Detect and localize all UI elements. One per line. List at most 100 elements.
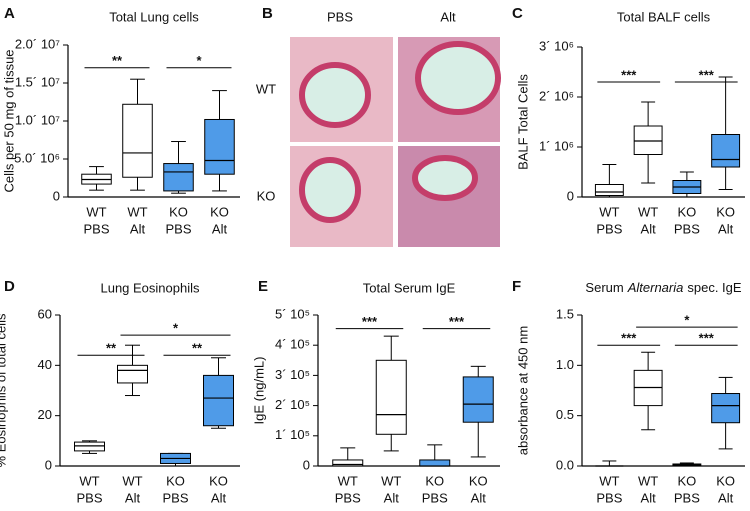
x-tick-label: PBS [76,490,102,505]
y-tick-label: 1´ 10⁵ [275,427,310,442]
box [594,184,624,196]
y-tick-label: 0 [53,188,60,203]
box [375,359,407,435]
x-tick-label: PBS [674,221,700,236]
significance-label: * [684,313,690,328]
x-tick-label: PBS [165,221,191,236]
x-tick-label: WT [86,204,106,219]
x-tick-label: WT [79,473,99,488]
x-tick-label: PBS [596,490,622,505]
box [163,163,194,192]
x-tick-label: PBS [674,490,700,505]
box [711,134,741,168]
chart-title: Total BALF cells [617,9,711,24]
significance-label: *** [621,67,637,82]
x-tick-label: WT [338,473,358,488]
x-tick-label: KO [425,473,444,488]
y-tick-label: 2´ 10⁵ [275,397,310,412]
y-tick-label: 3´ 10⁶ [539,38,574,53]
significance-label: *** [699,67,715,82]
chart-title: Total Serum IgE [363,280,456,295]
y-axis-label: BALF Total Cells [515,74,530,170]
x-tick-label: WT [638,473,658,488]
y-tick-label: 0.5 [556,407,574,422]
x-tick-label: KO [716,204,735,219]
significance-label: * [196,53,202,68]
y-tick-label: 20 [38,407,52,422]
y-tick-label: 1´ 10⁶ [539,138,574,153]
x-tick-label: Alt [471,490,487,505]
y-tick-label: 60 [38,306,52,321]
x-tick-label: PBS [83,221,109,236]
x-tick-label: KO [716,473,735,488]
x-tick-label: WT [381,473,401,488]
x-tick-label: KO [209,473,228,488]
column-label: Alt [440,9,456,24]
y-axis-label: IgE (ng/mL) [251,357,266,425]
y-tick-label: 2.0´ 10⁷ [15,36,60,51]
x-tick-label: PBS [162,490,188,505]
x-tick-label: KO [210,204,229,219]
row-label: KO [257,188,276,203]
x-tick-label: KO [677,204,696,219]
panel-letter: E [258,278,268,295]
significance-label: ** [192,341,203,356]
title-part: Alternaria [627,280,684,295]
chart-title: Serum Alternaria spec. IgE [585,280,741,295]
y-tick-label: 0 [567,188,574,203]
airway [299,62,371,128]
y-tick-label: 0 [45,457,52,472]
box [462,376,494,423]
significance-label: *** [449,314,465,329]
panel-letter: B [262,5,273,22]
y-tick-label: 3´ 10⁵ [275,367,310,382]
y-axis-label: absorbance at 450 nm [515,326,530,455]
panel-letter: D [4,278,15,295]
x-tick-label: WT [599,204,619,219]
y-axis-label: % Eosinophils of total cells [0,313,8,467]
box [203,374,234,427]
y-tick-label: 1.5´ 10⁷ [15,74,60,89]
box [204,118,235,175]
y-tick-label: 0.0 [556,457,574,472]
panel-letter: F [512,278,521,295]
x-tick-label: Alt [125,490,141,505]
x-tick-label: PBS [596,221,622,236]
x-tick-label: Alt [212,221,228,236]
box [419,459,451,467]
box [122,103,153,178]
x-tick-label: KO [169,204,188,219]
title-part: Serum [585,280,623,295]
y-tick-label: 1.0 [556,357,574,372]
y-tick-label: 1.5 [556,306,574,321]
x-tick-label: WT [122,473,142,488]
x-tick-label: PBS [422,490,448,505]
y-tick-label: 40 [38,357,52,372]
box [117,364,148,384]
airway [412,155,478,201]
chart-title: Total Lung cells [109,9,199,24]
x-tick-label: Alt [130,221,146,236]
x-tick-label: PBS [335,490,361,505]
y-tick-label: 1.0´ 10⁷ [15,112,60,127]
box [74,441,105,452]
significance-label: * [173,321,179,336]
significance-label: *** [621,331,637,346]
x-tick-label: Alt [641,490,657,505]
y-tick-label: 5.0´ 10⁶ [14,150,60,165]
x-tick-label: Alt [211,490,227,505]
y-axis-label: Cells per 50 mg of tissue [1,49,16,192]
airway [299,157,361,223]
x-tick-label: KO [166,473,185,488]
x-tick-label: Alt [718,490,734,505]
x-tick-label: WT [127,204,147,219]
x-tick-label: Alt [641,221,657,236]
row-label: WT [256,81,276,96]
box [711,393,741,424]
y-tick-label: 2´ 10⁶ [539,88,574,103]
airway [415,41,501,115]
significance-label: ** [106,341,117,356]
x-tick-label: WT [638,204,658,219]
y-tick-label: 5´ 10⁵ [275,306,310,321]
